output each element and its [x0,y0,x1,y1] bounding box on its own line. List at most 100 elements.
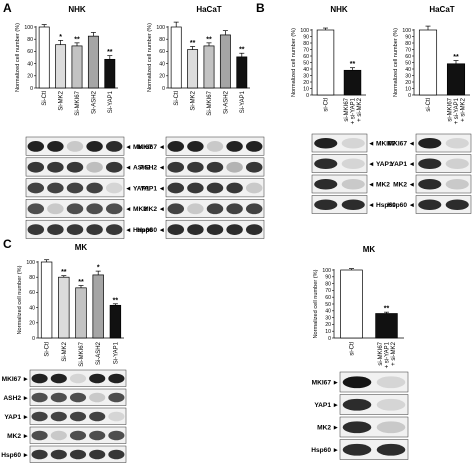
category-label: si-MKI67 [378,341,384,365]
blot-arrow: ► [22,452,29,459]
category-label: si-MKI67 [344,97,350,121]
blot-band [418,199,442,211]
panel-letter-a: A [3,1,12,15]
y-tick-label: 80 [29,275,35,281]
bar [109,304,122,339]
blot-arrow: ◄ [368,161,375,168]
bar [219,34,231,89]
blot-band [341,158,365,170]
panel-letter-b: B [256,1,265,15]
blot-band [47,203,64,215]
category-label: Si-ASH2 [223,90,229,114]
blot-arrow: ◄ [368,182,375,189]
category-label: si-Ctl [324,98,330,112]
blot-row-label: MKI67 [2,376,22,383]
y-tick-label: 80 [405,41,411,47]
blot-band [445,199,469,211]
blot-band [226,182,243,194]
blot-row-label: Hsp60 [137,227,157,234]
y-tick-label: 80 [27,37,33,43]
y-tick-label: 40 [159,61,165,67]
blot-row-label: MK2 [393,182,407,189]
category-label: + si-MK2 [461,97,467,122]
blot-band [108,449,125,460]
blot-band [445,137,469,149]
category-label: Si-YAP1 [240,90,246,113]
bar [40,261,53,339]
blot-arrow: ► [22,414,29,421]
y-tick-label: 0 [30,86,33,92]
panel-letter-c: C [3,237,12,251]
y-tick-label: 0 [306,93,309,99]
blot-row-label: ASH2 [3,395,21,402]
blot-band [418,137,442,149]
blot-band [314,199,338,211]
blot-band [376,443,406,456]
category-label: + si-MK2 [357,97,363,122]
y-tick-label: 0 [32,336,35,342]
blot-band [314,158,338,170]
blot-band [89,373,106,384]
blot-band [341,137,365,149]
blot-band [47,182,64,194]
blot-row-label: YAP1 [140,185,157,192]
bar [58,276,70,339]
category-label: + si-YAP1 [454,97,460,124]
blot-band [89,411,106,422]
blot-row-label: YAP1 [133,185,150,192]
blot-band [206,203,224,215]
blot-arrow: ◄ [368,141,375,148]
blot-band [86,203,103,215]
y-tick-label: 60 [325,295,331,301]
y-tick-label: 20 [29,321,35,327]
blot-band [376,376,406,389]
significance-marker: ** [74,36,80,43]
blot-band [31,430,48,441]
y-tick-label: 50 [303,60,309,66]
bar [236,56,248,89]
blot-band [245,203,263,215]
blot-band [105,203,123,215]
blot-arrow: ◄ [125,206,132,213]
y-tick-label: 10 [325,329,331,335]
bar [104,58,116,89]
significance-marker: ** [61,269,67,276]
category-label: Si-MKI67 [75,90,81,115]
y-axis-label: Normalized cell number (%) [147,23,153,92]
blot-band [445,178,469,190]
y-tick-label: 50 [325,302,331,308]
chart-title: MK [75,243,88,252]
bar [87,35,99,89]
y-tick-label: 20 [303,80,309,86]
blot-row-label: MK2 [7,433,21,440]
y-tick-label: 40 [27,61,33,67]
blot-band [50,430,67,441]
blot-band [69,449,87,460]
y-tick-label: 20 [325,322,331,328]
y-tick-label: 80 [325,281,331,287]
y-tick-label: 40 [405,67,411,73]
blot-band [245,141,263,152]
blot-band [226,141,243,152]
blot-row-label: MK2 [133,206,147,213]
western-blot-c-mk-2: MKI67 ►YAP1 ►MK2 ►Hsp60 ► [311,371,409,460]
blot-band [167,224,185,235]
blot-band [66,203,84,215]
significance-marker: * [59,34,62,41]
blot-band [206,224,224,235]
category-label: Si-Ctl [45,342,51,357]
y-tick-label: 20 [405,80,411,86]
blot-band [108,392,125,403]
blot-band [245,224,263,235]
category-label: Si-ASH2 [96,341,102,365]
category-label: Si-Ctl [42,91,48,106]
western-blot-a-hacat: MKI67 ◄ASH2 ◄YAP1 ◄MK2 ◄Hsp60 ◄ [137,136,265,239]
blot-band [167,161,185,173]
